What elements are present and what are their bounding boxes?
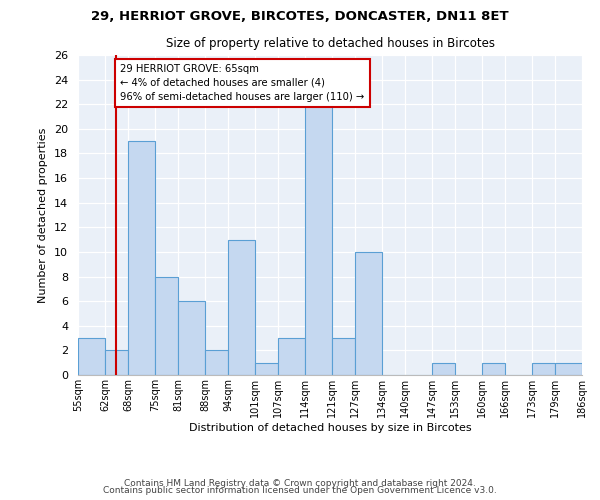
Text: Contains public sector information licensed under the Open Government Licence v3: Contains public sector information licen… (103, 486, 497, 495)
Bar (255, 362, 278, 375)
Bar (228, 240, 255, 375)
Text: 29, HERRIOT GROVE, BIRCOTES, DONCASTER, DN11 8ET: 29, HERRIOT GROVE, BIRCOTES, DONCASTER, … (91, 10, 509, 23)
Text: 29 HERRIOT GROVE: 65sqm
← 4% of detached houses are smaller (4)
96% of semi-deta: 29 HERRIOT GROVE: 65sqm ← 4% of detached… (121, 64, 365, 102)
Bar (205, 350, 228, 375)
Bar (332, 338, 355, 375)
Bar (355, 252, 382, 375)
Bar (555, 362, 582, 375)
Bar (128, 141, 155, 375)
Bar (178, 301, 205, 375)
Bar (155, 276, 178, 375)
Bar (532, 362, 555, 375)
Title: Size of property relative to detached houses in Bircotes: Size of property relative to detached ho… (166, 36, 494, 50)
Bar (105, 350, 128, 375)
Bar (78, 338, 105, 375)
Bar (432, 362, 455, 375)
X-axis label: Distribution of detached houses by size in Bircotes: Distribution of detached houses by size … (188, 422, 472, 432)
Bar (305, 104, 332, 375)
Y-axis label: Number of detached properties: Number of detached properties (38, 128, 49, 302)
Text: Contains HM Land Registry data © Crown copyright and database right 2024.: Contains HM Land Registry data © Crown c… (124, 478, 476, 488)
Bar (278, 338, 305, 375)
Bar (482, 362, 505, 375)
